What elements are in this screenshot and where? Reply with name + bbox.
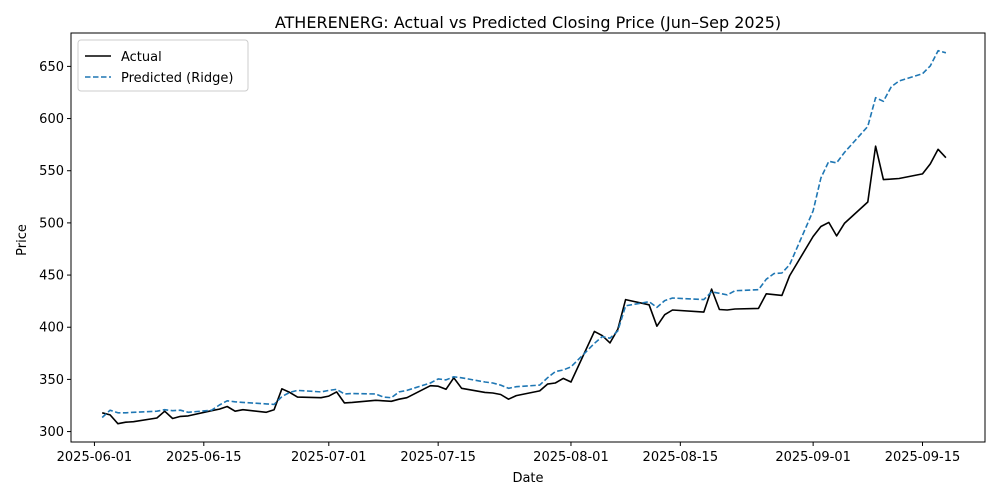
x-tick-label-6: 2025-09-01 [775, 450, 851, 465]
y-tick-label-6: 600 [39, 112, 64, 127]
y-tick-label-4: 500 [39, 216, 64, 231]
x-tick-label-1: 2025-06-15 [166, 450, 242, 465]
y-tick-label-5: 550 [39, 164, 64, 179]
y-tick-label-0: 300 [39, 425, 64, 440]
x-tick-label-5: 2025-08-15 [643, 450, 719, 465]
y-tick-label-7: 650 [39, 60, 64, 75]
x-axis: 2025-06-01 2025-06-15 2025-07-01 2025-07-15… [57, 442, 961, 465]
plot-frame [70, 32, 986, 443]
legend-box [77, 39, 249, 92]
x-tick-label-3: 2025-07-15 [400, 450, 476, 465]
y-tick-label-2: 400 [39, 321, 64, 336]
series-line-0 [101, 145, 947, 425]
plot-lines [101, 49, 947, 425]
y-tick-label-1: 350 [39, 373, 64, 388]
x-tick-label-0: 2025-06-01 [57, 450, 133, 465]
y-axis: 300 350 400 450 500 550 600 650 [39, 60, 71, 440]
x-tick-label-7: 2025-09-15 [885, 450, 961, 465]
legend-label-actual: Actual [121, 50, 162, 65]
y-tick-label-3: 450 [39, 269, 64, 284]
legend: Actual Predicted (Ridge) [77, 39, 249, 92]
x-tick-label-2: 2025-07-01 [291, 450, 367, 465]
y-axis-label: Price [15, 224, 30, 256]
x-axis-label: Date [512, 471, 543, 486]
chart-title: ATHERENERG: Actual vs Predicted Closing … [275, 13, 781, 32]
series-line-1 [101, 49, 947, 419]
x-tick-label-4: 2025-08-01 [533, 450, 609, 465]
legend-label-predicted: Predicted (Ridge) [121, 71, 233, 86]
